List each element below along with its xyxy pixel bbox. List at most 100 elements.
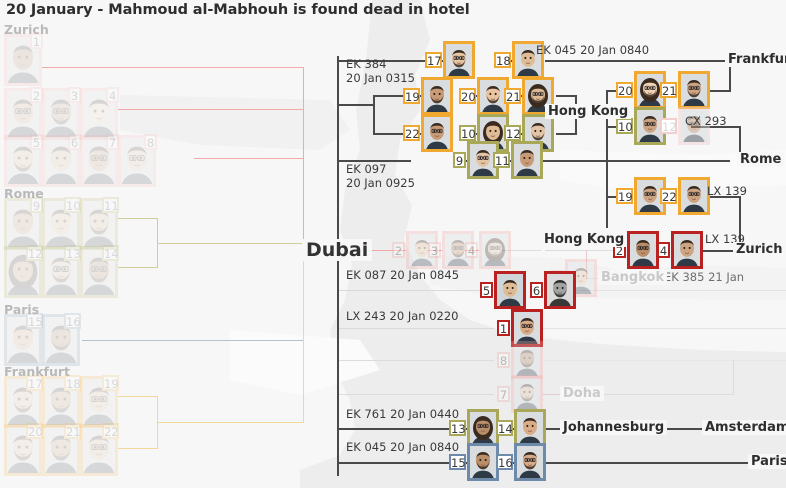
group-label-paris: Paris: [4, 302, 40, 317]
suspect-photo-21[interactable]: 21: [660, 71, 710, 109]
suspect-photo-15[interactable]: 15: [4, 313, 43, 366]
suspect-number-badge: 4: [657, 242, 670, 258]
suspect-number-badge: 15: [449, 454, 466, 470]
suspect-photo-22[interactable]: 22: [660, 177, 710, 215]
suspect-face-image: [42, 88, 80, 140]
suspect-photo-8[interactable]: 8: [497, 341, 543, 379]
destination-doha: Doha: [560, 386, 604, 401]
suspect-photo-13[interactable]: 13: [449, 409, 499, 447]
suspect-photo-9[interactable]: 9: [453, 141, 499, 179]
suspect-number-badge: 15: [26, 313, 43, 329]
destination-hongkong-2: Hong Kong: [541, 232, 628, 247]
suspect-photo-12[interactable]: 12: [660, 107, 710, 145]
suspect-number-badge: 4: [106, 87, 119, 103]
suspect-face-image: [80, 424, 118, 476]
suspect-photo-2[interactable]: 2: [4, 87, 43, 140]
suspect-face-image: [4, 246, 42, 298]
suspect-photo-5[interactable]: 5: [4, 134, 43, 187]
suspect-face-image: [4, 88, 42, 140]
suspect-photo-18[interactable]: 18: [42, 375, 81, 428]
suspect-face-image: [118, 135, 156, 187]
suspect-photo-22[interactable]: 22: [403, 114, 453, 152]
suspect-face-image: [421, 77, 453, 115]
suspect-photo-11[interactable]: 11: [493, 141, 543, 179]
suspect-face-image: [42, 135, 80, 187]
suspect-face-image: [421, 114, 453, 152]
suspect-face-image: [514, 443, 546, 481]
suspect-number-badge: 5: [480, 282, 493, 298]
suspect-photo-3[interactable]: 3: [42, 87, 81, 140]
suspect-photo-19[interactable]: 19: [616, 177, 666, 215]
group-label-rome: Rome: [4, 186, 44, 201]
group-label-zurich: Zurich: [4, 22, 49, 37]
destination-zurich: Zurich: [733, 242, 786, 257]
suspect-number-badge: 12: [660, 118, 677, 134]
suspect-face-image: [511, 375, 543, 413]
suspect-photo-17[interactable]: 17: [4, 375, 43, 428]
suspect-face-image: [678, 177, 710, 215]
suspect-face-image: [514, 409, 546, 447]
suspect-face-image: [42, 424, 80, 476]
suspect-photo-12[interactable]: 12: [4, 245, 43, 298]
flight-label-lx139-a: LX 139: [707, 184, 747, 198]
suspect-photo-19[interactable]: 19: [80, 375, 119, 428]
suspect-face-image: [42, 314, 80, 366]
suspect-face-image: [511, 341, 543, 379]
suspect-photo-21[interactable]: 21: [504, 77, 554, 115]
suspect-photo-20[interactable]: 20: [4, 423, 43, 476]
suspect-face-image: [4, 135, 42, 187]
flight-label-ek385: EK 385 21 Jan: [664, 270, 745, 284]
suspect-photo-16[interactable]: 16: [496, 443, 546, 481]
suspect-photo-5[interactable]: 5: [480, 271, 526, 309]
suspect-photo-22[interactable]: 22: [80, 423, 119, 476]
page-title: 20 January - Mahmoud al-Mabhouh is found…: [6, 2, 470, 18]
suspect-number-badge: 21: [64, 423, 81, 439]
suspect-number-badge: 14: [496, 420, 513, 436]
suspect-number-badge: 22: [403, 125, 420, 141]
suspect-photo-4[interactable]: 4: [465, 231, 511, 269]
suspect-face-image: [479, 231, 511, 269]
suspect-face-image: [80, 246, 118, 298]
suspect-photo-19[interactable]: 19: [403, 77, 453, 115]
suspect-photo-7[interactable]: 7: [497, 375, 543, 413]
suspect-photo-14[interactable]: 14: [496, 409, 546, 447]
suspect-number-badge: 10: [459, 125, 476, 141]
suspect-photo-1[interactable]: 1: [497, 309, 543, 347]
suspect-number-badge: 20: [616, 82, 633, 98]
suspect-photo-6[interactable]: 6: [530, 271, 576, 309]
suspect-number-badge: 6: [530, 282, 543, 298]
suspect-photo-14[interactable]: 14: [80, 245, 119, 298]
suspect-photo-9[interactable]: 9: [4, 197, 43, 250]
suspect-photo-8[interactable]: 8: [118, 134, 157, 187]
suspect-photo-10[interactable]: 10: [42, 197, 81, 250]
suspect-face-image: [467, 443, 499, 481]
suspect-number-badge: 10: [64, 197, 81, 213]
suspect-number-badge: 16: [64, 313, 81, 329]
suspect-face-image: [4, 314, 42, 366]
suspect-number-badge: 12: [504, 125, 521, 141]
suspect-photo-20[interactable]: 20: [459, 77, 509, 115]
suspect-number-badge: 13: [64, 245, 81, 261]
suspect-photo-21[interactable]: 21: [42, 423, 81, 476]
suspect-number-badge: 19: [403, 88, 420, 104]
flight-label-ek097: EK 097 20 Jan 0925: [346, 162, 415, 190]
suspect-photo-15[interactable]: 15: [449, 443, 499, 481]
suspect-photo-17[interactable]: 17: [425, 41, 475, 79]
flight-label-ek045-frankfurt: EK 045 20 Jan 0840: [536, 43, 650, 57]
destination-amsterdam: Amsterdam: [702, 420, 786, 435]
suspect-photo-2[interactable]: 2: [392, 231, 438, 269]
suspect-photo-2[interactable]: 2: [613, 231, 659, 269]
suspect-photo-4[interactable]: 4: [80, 87, 119, 140]
suspect-photo-6[interactable]: 6: [42, 134, 81, 187]
suspect-photo-16[interactable]: 16: [42, 313, 81, 366]
suspect-number-badge: 11: [102, 197, 119, 213]
suspect-photo-13[interactable]: 13: [42, 245, 81, 298]
suspect-photo-4[interactable]: 4: [657, 231, 703, 269]
suspect-face-image: [42, 198, 80, 250]
suspect-photo-3[interactable]: 3: [428, 231, 474, 269]
suspect-photo-7[interactable]: 7: [80, 134, 119, 187]
suspect-number-badge: 19: [616, 188, 633, 204]
suspect-photo-1[interactable]: 1: [4, 33, 43, 86]
suspect-face-image: [80, 198, 118, 250]
suspect-photo-11[interactable]: 11: [80, 197, 119, 250]
